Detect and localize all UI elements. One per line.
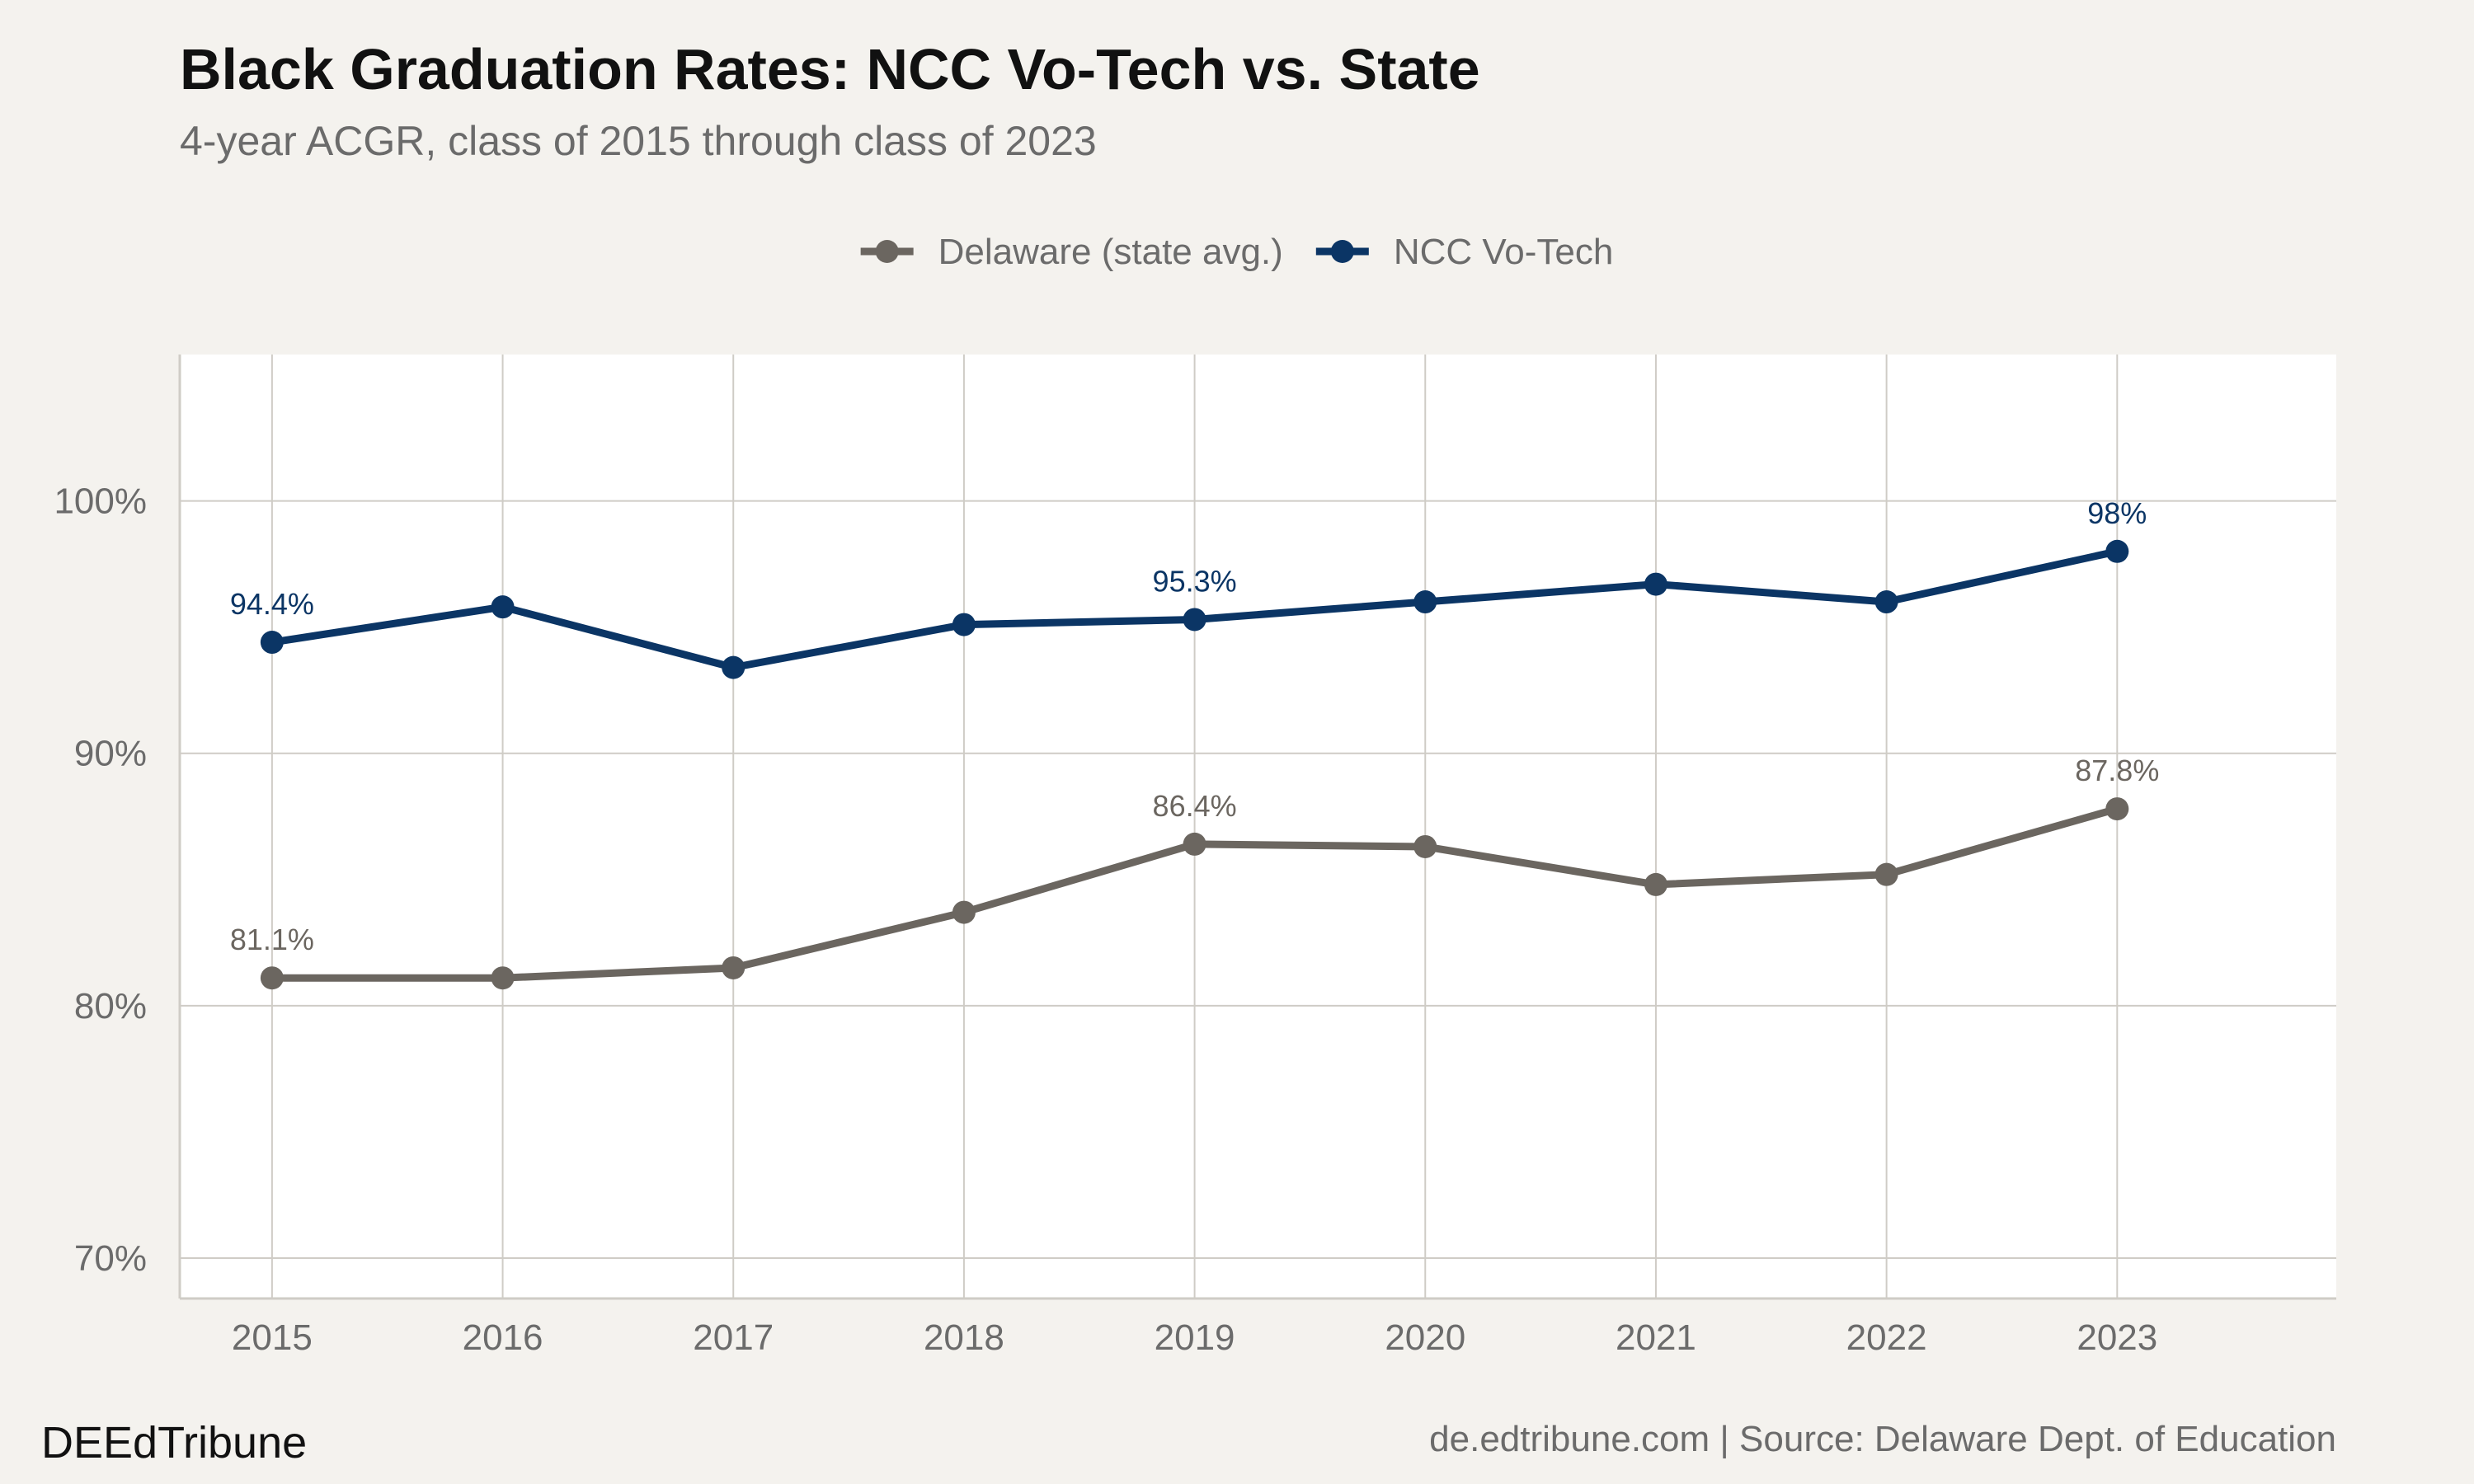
legend-label: NCC Vo-Tech: [1394, 232, 1614, 272]
y-tick-label: 90%: [74, 734, 147, 774]
x-tick-label: 2023: [2077, 1317, 2157, 1358]
series-1-point: [1413, 590, 1437, 614]
plot-panel: [180, 355, 2336, 1298]
series-0-point: [722, 956, 745, 979]
chart-subtitle: 4-year ACGR, class of 2015 through class…: [180, 118, 1097, 164]
legend-key-marker: [1330, 240, 1354, 263]
x-tick-label: 2022: [1846, 1317, 1927, 1358]
series-0-point: [952, 900, 976, 924]
series-1-data-label: 94.4%: [230, 587, 314, 621]
series-1-point: [1183, 608, 1206, 632]
grid: [180, 355, 2336, 1298]
source-note: de.edtribune.com | Source: Delaware Dept…: [1429, 1419, 2336, 1459]
series-0-data-label: 87.8%: [2075, 754, 2159, 787]
y-tick-label: 70%: [74, 1238, 147, 1279]
series-1-point: [952, 613, 976, 636]
x-tick-label: 2015: [232, 1317, 313, 1358]
y-tick-label: 100%: [54, 481, 147, 522]
axes: 70% 80% 90% 100% 2015 2016 2017 2018 2019 2020 202…: [54, 355, 2336, 1358]
x-tick-label: 2017: [693, 1317, 774, 1358]
x-tick-label: 2016: [463, 1317, 543, 1358]
series-1-data-label: 98%: [2087, 496, 2147, 530]
series-1-point: [1874, 590, 1898, 614]
data-labels: 81.1% 86.4% 87.8% 94.4% 95.3% 98%: [230, 496, 2160, 956]
series-1-point: [1644, 572, 1667, 596]
series-1-data-label: 95.3%: [1153, 564, 1237, 598]
series-0-point: [1644, 872, 1667, 896]
y-tick-label: 80%: [74, 986, 147, 1026]
x-tick-label: 2020: [1385, 1317, 1465, 1358]
legend-label: Delaware (state avg.): [938, 232, 1283, 272]
x-tick-label: 2018: [924, 1317, 1004, 1358]
series-0-point: [1413, 834, 1437, 858]
series-0-point: [491, 966, 515, 990]
series-1-point: [491, 595, 515, 619]
series-1-point: [2105, 539, 2129, 563]
x-tick-label: 2019: [1155, 1317, 1235, 1358]
x-tick-label: 2021: [1616, 1317, 1696, 1358]
series-0-point: [1183, 832, 1206, 856]
series-0-data-label: 81.1%: [230, 923, 314, 956]
series-0-point: [2105, 797, 2129, 821]
series-0-point: [260, 966, 284, 990]
series-1-point: [722, 655, 745, 679]
series-0-point: [1874, 862, 1898, 886]
brand-logo-text: DEEdTribune: [41, 1418, 307, 1468]
legend-key-marker: [875, 240, 899, 263]
series-1-point: [260, 631, 284, 655]
series-layer: [260, 539, 2129, 990]
legend: Delaware (state avg.) NCC Vo-Tech: [860, 232, 1614, 272]
series-0-data-label: 86.4%: [1153, 789, 1237, 823]
chart-title: Black Graduation Rates: NCC Vo-Tech vs. …: [180, 37, 1480, 101]
